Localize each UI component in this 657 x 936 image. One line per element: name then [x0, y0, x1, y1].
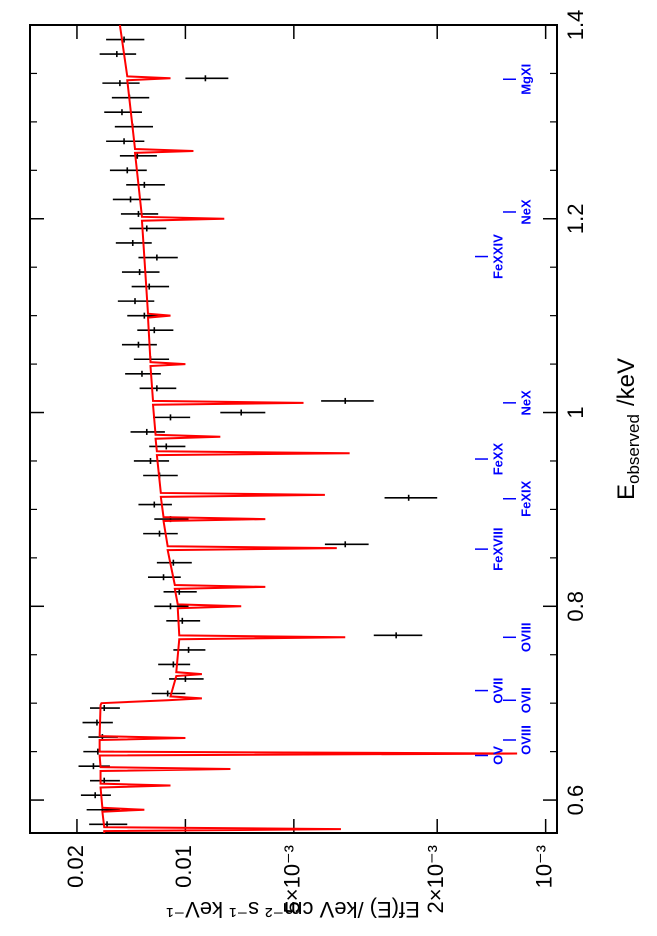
plot-frame [29, 24, 558, 834]
rotated-plot: Eobserved/keV Ef(E) /keV cm⁻² s⁻¹ keV⁻¹ … [29, 10, 643, 922]
line-id-label: OVIII [518, 622, 533, 652]
x-tick-label: 0.6 [563, 785, 588, 816]
x-axis-title-sub: observed [624, 414, 643, 484]
x-tick-label: 1 [563, 406, 588, 418]
y-axis-title: Ef(E) /keV cm⁻² s⁻¹ keV⁻¹ [166, 897, 420, 922]
x-axis-title: Eobserved/keV [613, 358, 643, 500]
x-axis-title-unit: /keV [613, 358, 640, 406]
line-id-label: OV [490, 746, 505, 765]
line-id-label: NeX [518, 199, 533, 225]
y-tick-label: 10⁻³ [531, 845, 556, 888]
line-id-label: FeXXIV [490, 234, 505, 279]
line-id-label: FeXIX [518, 480, 533, 516]
x-axis-title-main: E [613, 484, 640, 500]
y-tick-label: 0.02 [63, 845, 88, 888]
line-id-label: OVIII [518, 725, 533, 755]
line-id-label: OVII [490, 678, 505, 704]
line-id-label: FeXVIII [490, 527, 505, 570]
x-tick-label: 1.2 [563, 203, 588, 234]
y-tick-label: 0.01 [171, 845, 196, 888]
line-id-label: MgXI [518, 64, 533, 95]
line-id-label: FeXX [490, 442, 505, 475]
x-tick-label: 0.8 [563, 591, 588, 622]
line-id-label: OVII [518, 687, 533, 713]
y-tick-label: 5×10⁻³ [280, 845, 305, 914]
x-tick-label: 1.4 [563, 10, 588, 41]
y-tick-label: 2×10⁻³ [423, 845, 448, 914]
model-line [98, 24, 518, 833]
line-id-label: NeX [518, 390, 533, 416]
